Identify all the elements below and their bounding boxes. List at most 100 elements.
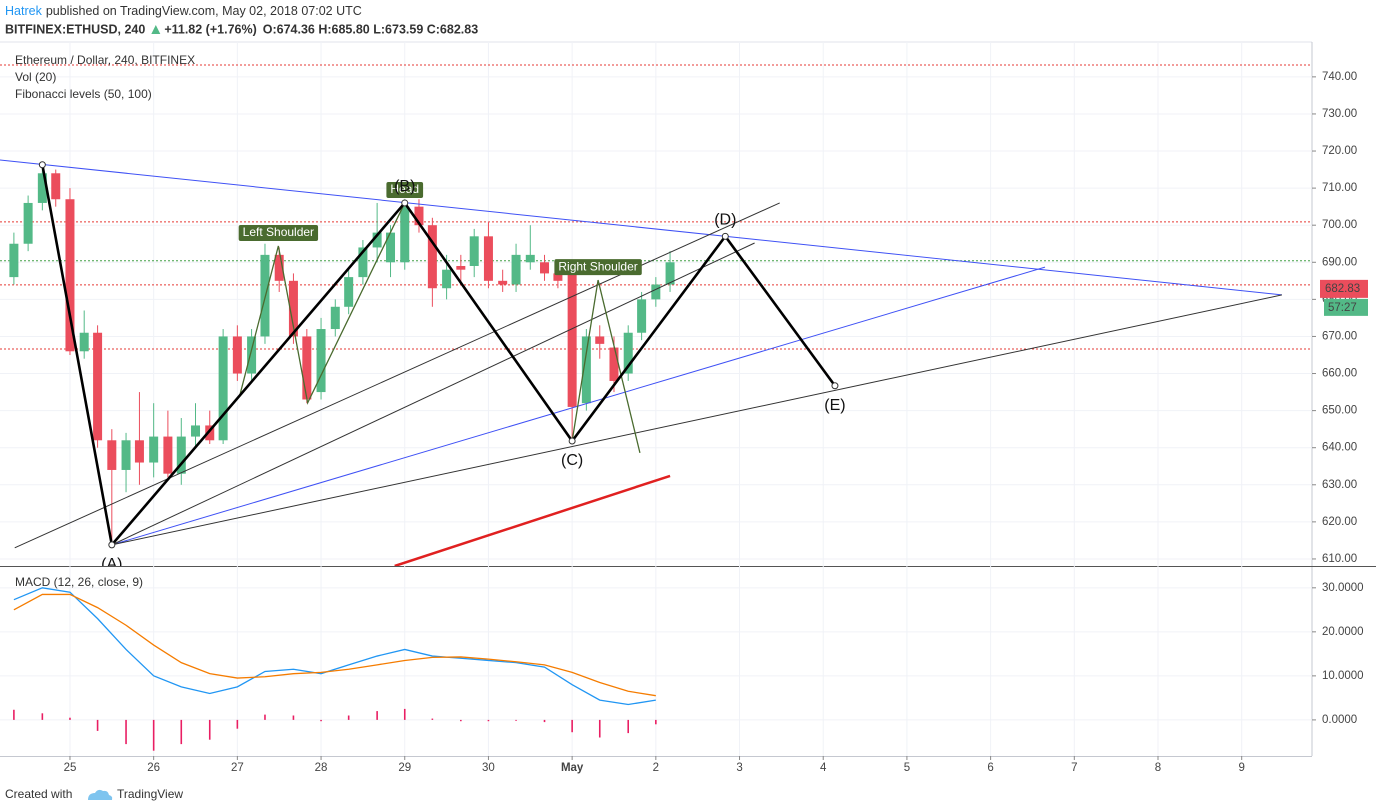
pattern-label: Head bbox=[390, 182, 419, 196]
trend-line bbox=[14, 202, 780, 549]
countdown: 57:27 bbox=[1328, 302, 1357, 314]
candle-body bbox=[498, 280, 508, 285]
candle-body bbox=[344, 277, 354, 307]
x-tick-label: 7 bbox=[1071, 762, 1077, 774]
candle-body bbox=[637, 299, 647, 333]
point-label: (D) bbox=[714, 212, 736, 229]
logo-cloud bbox=[88, 789, 113, 800]
countdown-box bbox=[1324, 298, 1368, 316]
candle-body bbox=[316, 329, 326, 393]
candle-body bbox=[483, 236, 493, 281]
candle-body bbox=[595, 336, 605, 344]
candle-body bbox=[232, 336, 242, 374]
pattern-label-box bbox=[238, 224, 319, 241]
y-tick-label: 730.00 bbox=[1322, 108, 1357, 120]
pivot-point bbox=[831, 382, 839, 390]
legend-title: Ethereum / Dollar, 240, BITFINEX bbox=[15, 53, 195, 67]
pattern-label: Left Shoulder bbox=[243, 225, 314, 239]
change-arrow bbox=[151, 25, 161, 34]
x-tick-label: 28 bbox=[315, 762, 328, 774]
y-tick-label: 610.00 bbox=[1322, 553, 1357, 565]
footer-brand[interactable]: TradingView bbox=[117, 787, 183, 801]
y-tick-label: 20.0000 bbox=[1322, 626, 1364, 638]
x-tick-label: 9 bbox=[1238, 762, 1244, 774]
candle-body bbox=[288, 280, 298, 337]
candle-body bbox=[665, 262, 675, 285]
candle-body bbox=[163, 436, 173, 474]
x-tick-label: 26 bbox=[147, 762, 160, 774]
candle-body bbox=[37, 173, 47, 203]
pivot-point bbox=[108, 541, 116, 549]
candle-body bbox=[567, 273, 577, 407]
y-tick-label: 0.0000 bbox=[1322, 714, 1357, 726]
candle-body bbox=[400, 206, 410, 263]
candle-body bbox=[191, 425, 201, 437]
tradingview-logo bbox=[88, 789, 113, 800]
pattern-label-box bbox=[554, 259, 642, 276]
y-tick-label: 620.00 bbox=[1322, 516, 1357, 528]
candle-body bbox=[79, 332, 89, 352]
pattern-label-box bbox=[386, 181, 424, 198]
axes: 25 26 27 28 29 30 May 2 3 4 5 6 7 8 9 610.00 620.00 630.0… bbox=[64, 71, 1368, 774]
candle-body bbox=[456, 265, 466, 270]
last-price-box bbox=[1320, 279, 1368, 298]
published: published on TradingView.com, May 02, 20… bbox=[46, 4, 362, 18]
candle-body bbox=[651, 284, 661, 300]
candle-body bbox=[511, 254, 521, 285]
y-tick-label: 10.0000 bbox=[1322, 670, 1364, 682]
y-tick-label: 30.0000 bbox=[1322, 582, 1364, 594]
pivot-point bbox=[568, 437, 576, 445]
candle-body bbox=[581, 336, 591, 404]
candle-body bbox=[414, 206, 424, 226]
x-tick-label: 8 bbox=[1155, 762, 1161, 774]
candle-body bbox=[23, 202, 33, 244]
last-price-label: 682.83 bbox=[1325, 283, 1360, 295]
candle-body bbox=[358, 247, 368, 278]
price-pane: Left Shoulder Head Right Shoulder (A) (B) (C)… bbox=[0, 64, 1312, 573]
candle-body bbox=[427, 225, 437, 289]
candle-body bbox=[609, 347, 619, 381]
pivot-point bbox=[38, 161, 46, 169]
y-tick-label: 700.00 bbox=[1322, 219, 1357, 231]
x-tick-label: 6 bbox=[987, 762, 993, 774]
legend-indicator: Fibonacci levels (50, 100) bbox=[15, 87, 152, 101]
candle-body bbox=[372, 232, 382, 248]
candle-body bbox=[330, 306, 340, 330]
pattern-label: Right Shoulder bbox=[558, 259, 637, 273]
candle-body bbox=[65, 199, 75, 352]
y-tick-label: 660.00 bbox=[1322, 368, 1357, 380]
point-label: (C) bbox=[561, 452, 583, 469]
candle-body bbox=[274, 254, 284, 281]
candle-body bbox=[149, 436, 159, 463]
candle-body bbox=[386, 232, 396, 263]
y-tick-label: 740.00 bbox=[1322, 71, 1357, 83]
author[interactable]: Hatrek bbox=[5, 4, 43, 18]
candle-body bbox=[121, 440, 131, 470]
x-tick-label: 29 bbox=[398, 762, 411, 774]
macd-line bbox=[13, 587, 656, 706]
macd-title: MACD (12, 26, close, 9) bbox=[15, 575, 143, 589]
footer-text: Created with bbox=[5, 787, 72, 801]
macd-pane bbox=[13, 587, 657, 751]
x-tick-label: May bbox=[561, 762, 584, 774]
x-tick-label: 5 bbox=[904, 762, 910, 774]
point-label: (B) bbox=[394, 178, 415, 195]
y-tick-label: 720.00 bbox=[1322, 145, 1357, 157]
candle-body bbox=[540, 262, 550, 274]
y-tick-label: 710.00 bbox=[1322, 182, 1357, 194]
zigzag bbox=[41, 164, 836, 548]
candle-body bbox=[302, 336, 312, 400]
candle-body bbox=[623, 332, 633, 374]
candle-body bbox=[469, 236, 479, 266]
candle-body bbox=[134, 440, 144, 463]
candle-body bbox=[247, 336, 257, 374]
candle-body bbox=[9, 243, 19, 278]
candle-body bbox=[553, 273, 563, 281]
point-label: (A) bbox=[101, 556, 122, 573]
pivot-point bbox=[401, 199, 409, 207]
y-tick-label: 690.00 bbox=[1322, 256, 1357, 268]
grid bbox=[0, 42, 1312, 756]
candle-body bbox=[218, 336, 228, 441]
